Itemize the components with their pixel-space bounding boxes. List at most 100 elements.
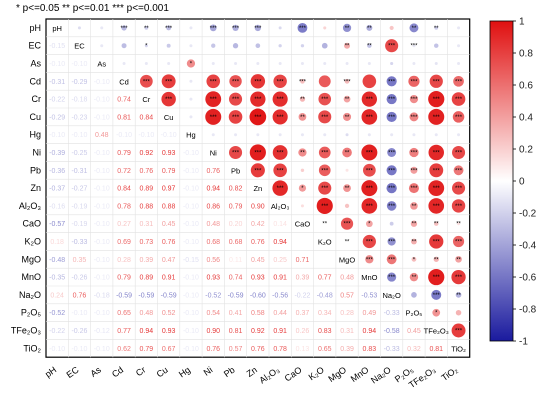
- correlation-circle: [362, 163, 376, 177]
- correlation-circle: [121, 43, 127, 49]
- value-label: 0.68: [206, 239, 220, 246]
- row-label-zn: Zn: [30, 183, 41, 193]
- significance-stars: ***: [321, 151, 329, 157]
- significance-stars: ***: [455, 115, 463, 121]
- value-label: 0.00: [296, 239, 310, 246]
- correlation-circle: [323, 62, 327, 65]
- value-label: -0.26: [71, 328, 87, 335]
- significance-stars: ***: [254, 115, 262, 121]
- correlation-circle: [211, 43, 216, 48]
- value-label: 0.48: [95, 132, 109, 139]
- correlation-circle: [318, 181, 332, 195]
- value-label: 0.94: [140, 328, 154, 335]
- value-label: 0.77: [117, 328, 131, 335]
- significance-stars: ***: [410, 115, 418, 121]
- correlation-circle: [344, 78, 350, 84]
- diagonal-label-cao: CaO: [295, 220, 311, 229]
- value-label: -0.10: [94, 168, 110, 175]
- significance-stars: ***: [410, 44, 418, 50]
- significance-stars: ***: [366, 115, 374, 121]
- value-label: 0.71: [296, 257, 310, 264]
- value-label: 0.76: [206, 346, 220, 353]
- correlation-circle: [343, 184, 351, 192]
- colorbar-tick-label: 0.4: [519, 113, 533, 124]
- correlation-circle: [367, 133, 371, 137]
- value-label: 0.78: [273, 346, 287, 353]
- value-label: -0.10: [94, 150, 110, 157]
- correlation-circle: [189, 44, 193, 48]
- significance-stars: *: [413, 257, 416, 263]
- value-label: 0.52: [162, 310, 176, 317]
- correlation-circle: [367, 43, 372, 48]
- correlation-circle: [345, 133, 349, 137]
- correlation-circle: [428, 91, 445, 108]
- value-label: -0.29: [49, 114, 65, 121]
- correlation-circle: [300, 78, 305, 84]
- correlation-circle: [166, 25, 172, 31]
- value-label: -0.36: [49, 168, 65, 175]
- value-label: 0.74: [229, 275, 243, 282]
- row-label-tfeo: TFe₂O₃: [11, 326, 41, 336]
- value-label: -0.10: [161, 132, 177, 139]
- value-label: 0.93: [251, 275, 265, 282]
- value-label: -0.58: [384, 328, 400, 335]
- row-label-cu: Cu: [29, 112, 41, 122]
- significance-stars: ***: [254, 79, 262, 85]
- significance-stars: ***: [277, 151, 285, 157]
- correlation-circle: [144, 62, 148, 65]
- value-label: 0.26: [296, 328, 310, 335]
- significance-stars: ***: [455, 275, 463, 281]
- correlation-circle: [300, 62, 304, 65]
- value-label: 0.32: [407, 346, 421, 353]
- correlation-circle: [272, 145, 288, 160]
- correlation-circle: [386, 94, 397, 105]
- value-label: 0.88: [162, 203, 176, 210]
- diagonal-label-ph: pH: [52, 24, 62, 33]
- significance-stars: ***: [410, 151, 418, 157]
- significance-stars: ***: [366, 204, 374, 210]
- correlation-circle: [361, 91, 378, 107]
- significance-stars: ***: [366, 168, 374, 174]
- significance-stars: ***: [254, 26, 262, 32]
- value-label: -0.29: [71, 79, 87, 86]
- correlation-circle: [278, 133, 282, 137]
- value-label: 0.82: [229, 186, 243, 193]
- value-label: -0.48: [317, 292, 333, 299]
- value-label: -0.48: [49, 257, 65, 264]
- value-label: -0.18: [71, 97, 87, 104]
- correlation-circle: [345, 240, 349, 243]
- correlation-circle: [409, 94, 419, 104]
- diagonal-label-po: P₂O₅: [406, 309, 423, 318]
- significance-stars: ***: [433, 115, 441, 121]
- correlation-circle: [167, 62, 171, 65]
- row-label-ec: EC: [28, 41, 41, 51]
- value-label: 0.94: [206, 186, 220, 193]
- correlation-circle: [345, 62, 349, 65]
- significance-stars: **: [434, 257, 439, 263]
- correlation-circle: [166, 43, 171, 48]
- row-label-as: As: [30, 59, 41, 69]
- colorbar: 1 0.8 0.6 0.4 0.2 0 -0.2 -0.4 -0.6 -0.8 -1: [489, 17, 537, 348]
- value-label: 0.45: [162, 221, 176, 228]
- significance-stars: *: [368, 222, 371, 228]
- significance-stars: ***: [433, 168, 441, 174]
- correlation-circle: [250, 91, 266, 107]
- correlation-circle: [434, 221, 439, 226]
- significance-stars: **: [322, 222, 327, 228]
- correlation-circle: [318, 110, 332, 124]
- colorbar-gradient: [489, 20, 514, 342]
- significance-stars: **: [300, 151, 305, 157]
- value-label: -0.10: [94, 79, 110, 86]
- value-label: -0.10: [183, 186, 199, 193]
- diagonal-label-ec: EC: [74, 42, 85, 51]
- significance-stars: ***: [366, 151, 374, 157]
- significance-stars: **: [345, 240, 350, 246]
- colorbar-tick-label: -0.6: [519, 273, 537, 284]
- significance-stars: ***: [232, 97, 240, 103]
- value-label: 0.00: [318, 257, 332, 264]
- row-label-cd: Cd: [29, 76, 41, 86]
- row-label-alo: Al₂O₃: [19, 201, 41, 211]
- correlation-circle: [362, 74, 377, 89]
- value-label: -0.10: [138, 132, 154, 139]
- correlation-circle: [209, 24, 217, 32]
